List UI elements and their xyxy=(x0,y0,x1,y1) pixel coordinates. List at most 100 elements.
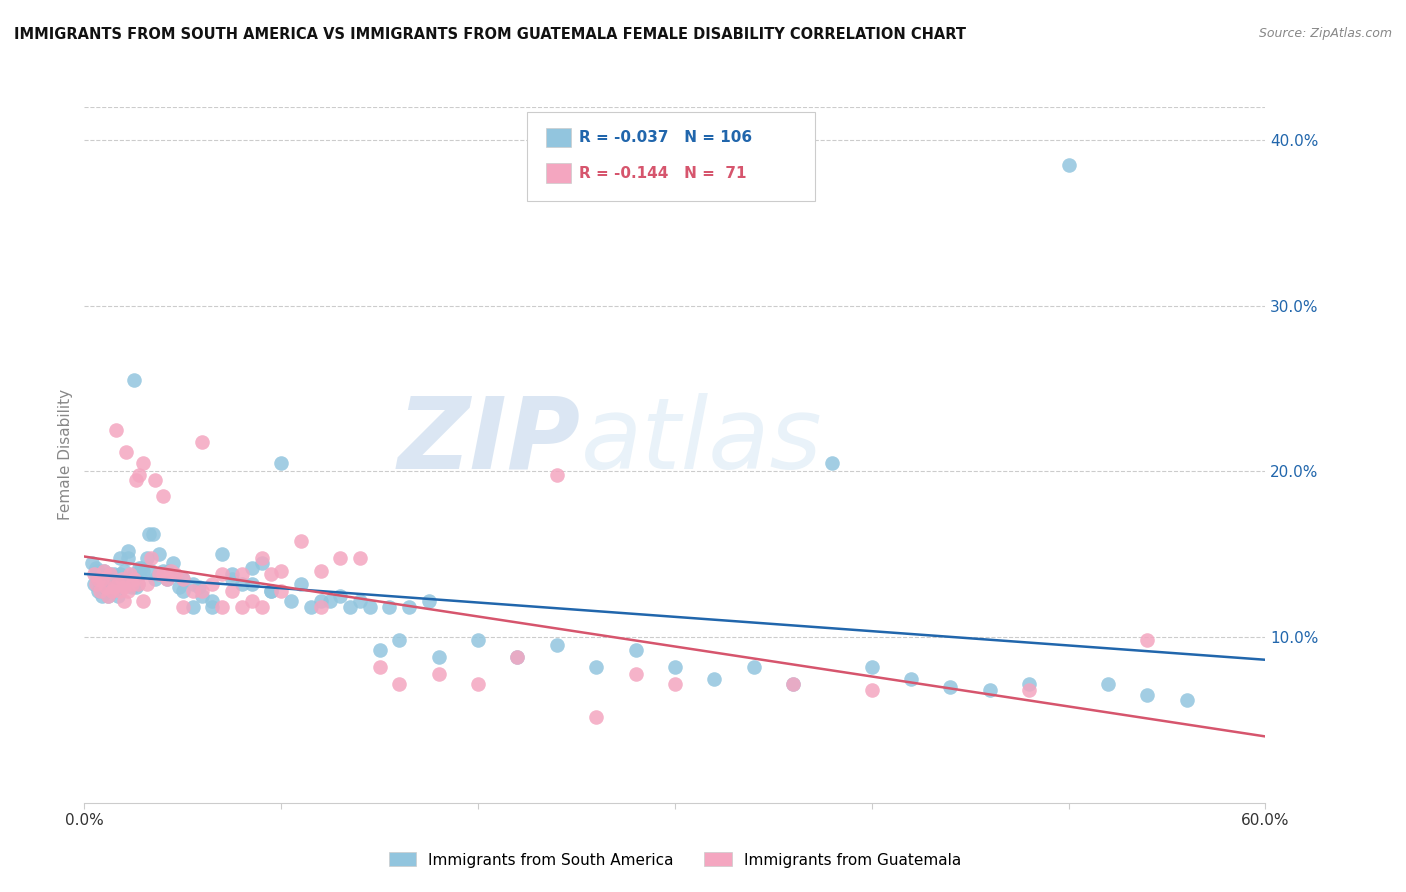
Point xyxy=(1057,158,1080,172)
Point xyxy=(703,672,725,686)
Point xyxy=(124,581,146,595)
Point xyxy=(97,575,120,590)
Point xyxy=(117,583,139,598)
Point xyxy=(162,556,184,570)
Point xyxy=(132,593,155,607)
Point xyxy=(117,544,139,558)
Point xyxy=(103,567,125,582)
Point xyxy=(329,589,352,603)
Point xyxy=(97,589,120,603)
Text: atlas: atlas xyxy=(581,392,823,490)
Point xyxy=(221,583,243,598)
Point xyxy=(201,577,224,591)
Point xyxy=(128,467,150,482)
Point xyxy=(280,593,302,607)
Point xyxy=(114,444,136,458)
Point xyxy=(91,572,114,586)
Point xyxy=(368,660,391,674)
Point xyxy=(319,593,342,607)
Point xyxy=(136,550,159,565)
Point xyxy=(98,581,121,595)
Point xyxy=(108,583,131,598)
Point xyxy=(93,564,115,578)
Point xyxy=(124,473,146,487)
Y-axis label: Female Disability: Female Disability xyxy=(58,389,73,521)
Point xyxy=(121,577,143,591)
Point xyxy=(260,583,283,598)
Point xyxy=(191,589,214,603)
Point xyxy=(624,643,647,657)
Point xyxy=(250,600,273,615)
Point xyxy=(339,600,361,615)
Point xyxy=(309,593,332,607)
Point xyxy=(782,676,804,690)
Point xyxy=(84,577,107,591)
Point xyxy=(467,633,489,648)
Point xyxy=(101,583,124,598)
Point xyxy=(860,660,883,674)
Point xyxy=(107,577,129,591)
Point xyxy=(87,583,110,598)
Point xyxy=(143,473,166,487)
Point xyxy=(87,572,110,586)
Point xyxy=(260,567,283,582)
Point xyxy=(418,593,440,607)
Point xyxy=(388,676,411,690)
Point xyxy=(172,572,194,586)
Point xyxy=(152,564,174,578)
Point xyxy=(87,572,110,586)
Point xyxy=(349,593,371,607)
Point xyxy=(121,581,143,595)
Point xyxy=(821,456,844,470)
Point xyxy=(181,600,204,615)
Text: Source: ZipAtlas.com: Source: ZipAtlas.com xyxy=(1258,27,1392,40)
Point xyxy=(152,567,174,582)
Point xyxy=(136,577,159,591)
Point xyxy=(148,547,170,561)
Point xyxy=(979,683,1001,698)
Point xyxy=(89,569,111,583)
Point xyxy=(181,577,204,591)
Point xyxy=(240,593,263,607)
Point xyxy=(84,560,107,574)
Point xyxy=(118,567,141,582)
Point xyxy=(359,600,381,615)
Point xyxy=(101,572,124,586)
Point xyxy=(427,666,450,681)
Point xyxy=(83,577,105,591)
Legend: Immigrants from South America, Immigrants from Guatemala: Immigrants from South America, Immigrant… xyxy=(381,845,969,875)
Point xyxy=(191,434,214,449)
Point xyxy=(900,672,922,686)
Point xyxy=(91,575,114,590)
Point xyxy=(131,560,153,574)
Point xyxy=(108,567,131,582)
Point xyxy=(211,567,233,582)
Point xyxy=(83,567,105,582)
Text: R = -0.144   N =  71: R = -0.144 N = 71 xyxy=(579,166,747,180)
Point xyxy=(142,527,165,541)
Point xyxy=(152,489,174,503)
Point xyxy=(467,676,489,690)
Point xyxy=(388,633,411,648)
Point xyxy=(201,593,224,607)
Point xyxy=(141,550,163,565)
Point xyxy=(111,572,134,586)
Point xyxy=(231,577,253,591)
Point xyxy=(104,572,127,586)
Point xyxy=(546,467,568,482)
Point xyxy=(162,567,184,582)
Point xyxy=(114,577,136,591)
Point xyxy=(117,550,139,565)
Point xyxy=(664,676,686,690)
Point xyxy=(94,570,117,584)
Point xyxy=(132,564,155,578)
Point xyxy=(108,550,131,565)
Point xyxy=(201,600,224,615)
Text: IMMIGRANTS FROM SOUTH AMERICA VS IMMIGRANTS FROM GUATEMALA FEMALE DISABILITY COR: IMMIGRANTS FROM SOUTH AMERICA VS IMMIGRA… xyxy=(14,27,966,42)
Text: ZIP: ZIP xyxy=(398,392,581,490)
Point xyxy=(221,572,243,586)
Point xyxy=(187,581,209,595)
Point xyxy=(398,600,420,615)
Point xyxy=(211,600,233,615)
Point xyxy=(101,583,124,598)
